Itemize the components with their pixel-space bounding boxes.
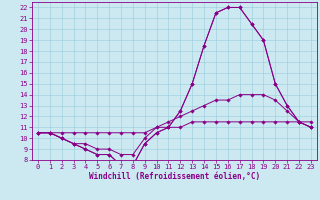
X-axis label: Windchill (Refroidissement éolien,°C): Windchill (Refroidissement éolien,°C) — [89, 172, 260, 181]
